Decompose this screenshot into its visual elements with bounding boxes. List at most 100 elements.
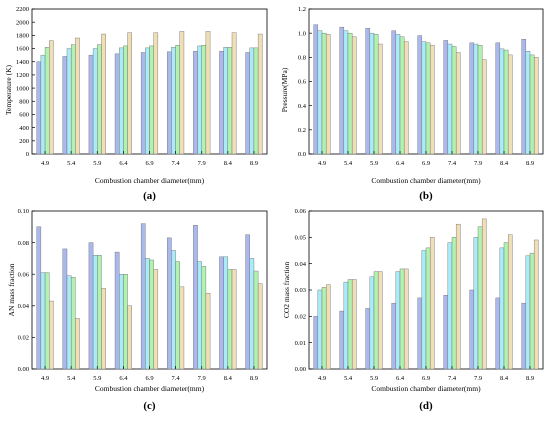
x-tick-label: 6.9 <box>422 160 430 167</box>
bar-series-2 <box>395 271 401 370</box>
bar-series-3 <box>227 269 233 370</box>
bar-series-2 <box>92 48 98 155</box>
bar-series-2 <box>223 47 229 155</box>
x-tick-label: 7.9 <box>198 160 206 167</box>
bar-series-2 <box>343 30 349 155</box>
panel-label: (d) <box>419 400 433 412</box>
y-tick-label: 0.0 <box>298 151 306 158</box>
bar-series-4 <box>507 234 513 370</box>
y-axis-label: CO2 mass fraction <box>282 262 291 318</box>
bar-series-4 <box>455 52 461 155</box>
x-tick-label: 7.9 <box>474 160 482 167</box>
x-tick-label: 7.9 <box>474 375 482 382</box>
bar-series-4 <box>75 318 80 370</box>
y-tick-label: 600 <box>19 112 29 119</box>
bar-series-1 <box>469 289 475 370</box>
x-tick-label: 5.4 <box>67 375 76 382</box>
y-tick-label: 0.04 <box>18 303 30 310</box>
bar-series-3 <box>477 226 483 370</box>
bar-series-4 <box>377 43 383 155</box>
bar-series-4 <box>75 37 80 155</box>
y-tick-label: 1400 <box>16 59 29 66</box>
bar-series-4 <box>351 36 357 155</box>
bar-series-3 <box>321 287 327 370</box>
bar-series-1 <box>219 256 224 370</box>
bar-series-4 <box>257 33 263 155</box>
y-tick-label: 1.2 <box>298 6 306 13</box>
chart-panel-b: 0.0 0.2 0.4 0.6 0.8 1.0 1.2 4.9 5.4 5.9 6.4 6.9 7.4 7… <box>280 6 544 202</box>
bar-series-4 <box>455 223 461 370</box>
bar-series-3 <box>373 34 379 155</box>
y-tick-label: 0.6 <box>298 79 307 86</box>
bar-series-4 <box>429 237 435 370</box>
bar-series-3 <box>321 32 327 155</box>
bar-series-1 <box>245 234 250 370</box>
bar-series-3 <box>44 47 50 155</box>
x-tick-label: 8.9 <box>250 375 258 382</box>
bar-series-1 <box>140 52 146 155</box>
x-axis-label: Combustion chamber diameter(mm) <box>95 384 205 393</box>
y-tick-label: 0.08 <box>18 240 29 247</box>
bar-series-3 <box>399 268 405 370</box>
bar-series-3 <box>477 45 483 155</box>
bar-series-4 <box>403 268 409 370</box>
bar-series-1 <box>521 39 527 155</box>
bar-series-4 <box>231 269 237 370</box>
x-tick-label: 6.9 <box>145 160 153 167</box>
bar-series-4 <box>533 57 539 155</box>
bar-series-3 <box>399 36 405 155</box>
x-tick-label: 4.9 <box>41 375 49 382</box>
bar-series-1 <box>313 316 319 370</box>
bar-series-3 <box>347 32 353 155</box>
bar-series-2 <box>473 43 479 155</box>
bar-series-3 <box>175 45 180 155</box>
bar-series-3 <box>97 255 102 370</box>
bar-series-4 <box>325 34 331 155</box>
bar-series-2 <box>447 43 453 155</box>
bar-series-2 <box>145 47 150 155</box>
bar-series-2 <box>525 51 531 155</box>
bar-series-2 <box>499 247 505 370</box>
y-tick-label: 1.0 <box>298 30 306 37</box>
bar-series-1 <box>495 297 501 370</box>
y-tick-label: 0.00 <box>18 366 29 373</box>
y-tick-label: 200 <box>19 138 29 145</box>
bar-series-4 <box>481 59 487 155</box>
x-tick-label: 5.4 <box>344 160 353 167</box>
x-tick-label: 5.9 <box>370 160 378 167</box>
y-axis-label: Pressure(MPa) <box>280 67 289 112</box>
bar-series-1 <box>193 50 198 155</box>
bar-series-2 <box>447 242 453 370</box>
bar-series-4 <box>533 239 539 370</box>
bar-series-2 <box>499 48 505 155</box>
bar-series-1 <box>339 310 345 370</box>
bar-series-2 <box>119 274 124 370</box>
y-axis-label: AN mass fraction <box>7 263 16 316</box>
bar-series-2 <box>473 237 479 370</box>
y-tick-label: 1000 <box>16 85 29 92</box>
y-tick-label: 0.02 <box>18 335 29 342</box>
bar-series-4 <box>205 31 211 155</box>
x-tick-label: 8.4 <box>224 160 233 167</box>
bar-series-2 <box>145 258 150 370</box>
x-tick-label: 8.4 <box>500 375 509 382</box>
bar-series-2 <box>66 275 72 370</box>
x-tick-label: 8.4 <box>224 375 233 382</box>
bar-series-1 <box>245 52 250 155</box>
bar-series-2 <box>171 47 176 155</box>
bar-series-3 <box>425 42 431 155</box>
bar-series-2 <box>249 258 255 370</box>
bar-series-2 <box>197 261 202 370</box>
y-tick-label: 800 <box>19 98 29 105</box>
x-tick-label: 5.9 <box>370 375 378 382</box>
x-tick-label: 6.4 <box>119 160 128 167</box>
bar-series-4 <box>507 54 513 155</box>
bar-series-3 <box>70 277 76 370</box>
bar-series-4 <box>127 32 132 155</box>
panel-label: (b) <box>419 190 433 202</box>
x-tick-label: 7.9 <box>198 375 206 382</box>
bar-series-1 <box>365 28 371 155</box>
y-tick-label: 1600 <box>16 46 29 53</box>
y-tick-label: 0.01 <box>295 340 306 347</box>
bar-series-3 <box>70 44 76 155</box>
